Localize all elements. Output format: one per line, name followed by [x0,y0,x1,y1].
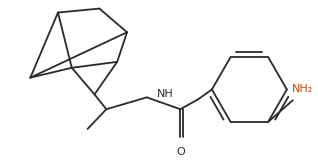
Text: O: O [176,147,185,157]
Text: NH: NH [157,89,173,99]
Text: NH₂: NH₂ [292,84,313,95]
